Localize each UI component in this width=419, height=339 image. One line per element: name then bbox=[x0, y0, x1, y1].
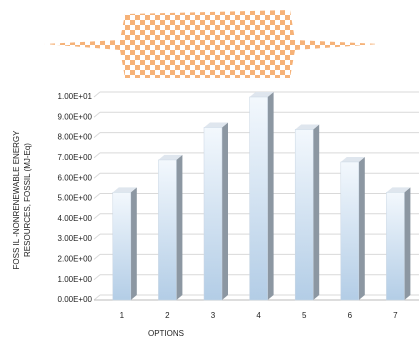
bar bbox=[341, 162, 359, 300]
x-axis-label: OPTIONS bbox=[148, 329, 184, 338]
bar-side bbox=[131, 187, 137, 300]
grid-line bbox=[94, 295, 100, 300]
bar-side bbox=[268, 92, 274, 300]
header-logo bbox=[44, 10, 380, 78]
grid-line bbox=[94, 92, 100, 97]
x-tick-label: 7 bbox=[393, 311, 398, 320]
y-tick-label: 7.00E+00 bbox=[58, 153, 93, 162]
grid-line bbox=[94, 194, 100, 199]
bar bbox=[386, 192, 404, 300]
y-tick-label: 3.00E+00 bbox=[58, 234, 93, 243]
bar-side bbox=[222, 122, 228, 300]
x-tick-label: 3 bbox=[211, 311, 216, 320]
grid-line bbox=[94, 153, 100, 158]
grid-line bbox=[94, 133, 100, 138]
bar-side bbox=[404, 187, 410, 300]
x-tick-label: 5 bbox=[302, 311, 307, 320]
y-tick-label: 1.00E+01 bbox=[58, 92, 93, 101]
x-tick-label: 1 bbox=[120, 311, 125, 320]
grid-line bbox=[94, 214, 100, 219]
y-tick-label: 0.00E+00 bbox=[58, 295, 93, 304]
bar-side bbox=[359, 157, 365, 300]
x-tick-label: 2 bbox=[165, 311, 170, 320]
x-tick-label: 4 bbox=[256, 311, 261, 320]
y-tick-label: 6.00E+00 bbox=[58, 173, 93, 182]
bar bbox=[295, 129, 313, 300]
bar-side bbox=[176, 155, 182, 300]
bar bbox=[204, 127, 222, 300]
x-tick-label: 6 bbox=[348, 311, 353, 320]
bar bbox=[113, 192, 131, 300]
y-axis-label: RESOURCES, FOSSIL (MJ-Eq) bbox=[23, 143, 32, 257]
y-tick-label: 2.00E+00 bbox=[58, 255, 93, 264]
bar bbox=[250, 97, 268, 300]
plot-area bbox=[94, 92, 419, 300]
y-axis-label: FOSS IL -NONRENEWABLE ENERGY bbox=[12, 130, 21, 270]
y-tick-label: 5.00E+00 bbox=[58, 194, 93, 203]
chart: OPTIONS FOSS IL -NONRENEWABLE ENERGY RES… bbox=[0, 0, 419, 339]
bar bbox=[158, 160, 176, 300]
grid-line bbox=[94, 275, 100, 280]
y-tick-label: 4.00E+00 bbox=[58, 214, 93, 223]
bar-side bbox=[313, 124, 319, 300]
grid-line bbox=[94, 234, 100, 239]
grid-line bbox=[94, 112, 100, 117]
grid-line bbox=[94, 254, 100, 259]
y-tick-label: 9.00E+00 bbox=[58, 112, 93, 121]
y-tick-label: 1.00E+00 bbox=[58, 275, 93, 284]
grid-line bbox=[94, 173, 100, 178]
y-tick-label: 8.00E+00 bbox=[58, 133, 93, 142]
